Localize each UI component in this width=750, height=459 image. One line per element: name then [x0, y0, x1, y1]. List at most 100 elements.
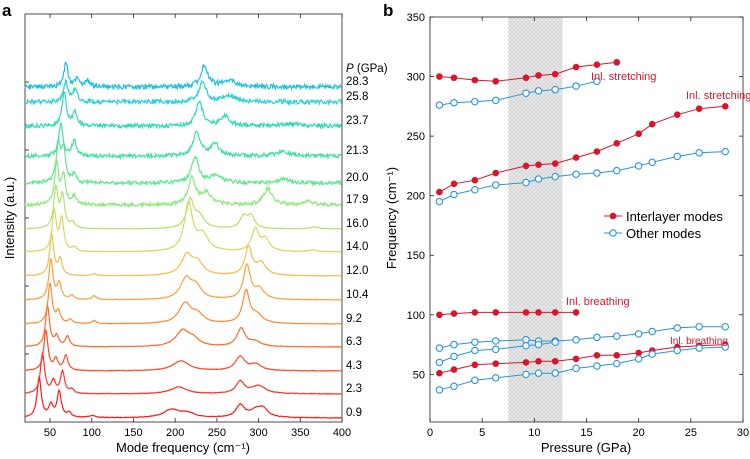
- data-point-interlayer: [436, 311, 443, 319]
- data-point-other: [634, 330, 643, 338]
- data-point-other: [491, 96, 500, 105]
- data-point-other: [551, 369, 559, 377]
- data-point-interlayer: [551, 309, 559, 316]
- data-point-other: [491, 337, 500, 345]
- data-point-interlayer: [551, 160, 559, 167]
- spectrum-25-8: [24, 78, 342, 107]
- data-point-other: [593, 169, 601, 177]
- data-point-other: [534, 340, 543, 349]
- data-point-other: [471, 185, 479, 194]
- data-point-interlayer: [572, 355, 580, 363]
- data-point-other: [613, 332, 621, 340]
- x-tick-label: 15: [580, 427, 592, 439]
- data-point-interlayer: [721, 103, 729, 110]
- data-point-interlayer: [551, 70, 559, 78]
- data-point-interlayer: [492, 309, 500, 316]
- data-point-other: [435, 358, 444, 367]
- series-line-other: [439, 151, 726, 203]
- annotation-label: Inl. stretching: [686, 90, 750, 102]
- pressure-label: 4.3: [346, 360, 362, 372]
- data-point-interlayer: [695, 105, 703, 113]
- data-point-interlayer: [450, 74, 458, 82]
- data-point-other: [534, 175, 543, 183]
- annotation-label: Inl. breathing: [670, 336, 728, 347]
- data-point-interlayer: [635, 349, 642, 357]
- data-point-interlayer: [522, 74, 530, 82]
- spectrum-21-3: [24, 120, 342, 161]
- spectrum-4-3: [24, 328, 342, 372]
- data-point-other: [721, 343, 730, 351]
- data-point-interlayer: [673, 111, 681, 118]
- pressure-label: 12.0: [346, 265, 368, 277]
- data-point-other: [593, 77, 601, 86]
- data-point-interlayer: [593, 351, 601, 359]
- x-tick-label: 400: [333, 427, 351, 439]
- spectrum-6-3: [24, 304, 342, 348]
- data-point-interlayer: [471, 176, 479, 184]
- data-point-other: [522, 178, 530, 187]
- data-point-interlayer: [613, 139, 621, 147]
- pressure-label: 17.9: [346, 194, 368, 206]
- data-point-other: [522, 342, 530, 350]
- data-point-interlayer: [613, 58, 621, 66]
- spectrum-17-9: [24, 159, 342, 209]
- data-point-interlayer: [635, 130, 642, 138]
- pressure-label: 25.8: [346, 91, 368, 103]
- data-point-other: [634, 355, 643, 363]
- y-tick-label: 150: [407, 250, 425, 262]
- panel-a-ylabel: Intensity (a.u.): [2, 177, 17, 259]
- y-tick-label: 350: [407, 12, 425, 24]
- data-point-other: [695, 149, 703, 157]
- spectrum-16-0: [24, 184, 342, 230]
- data-point-other: [491, 345, 500, 354]
- data-point-other: [534, 369, 543, 377]
- data-point-interlayer: [593, 61, 601, 68]
- spectrum-0-9: [24, 375, 342, 419]
- data-point-interlayer: [593, 148, 601, 155]
- panel-label-b: b: [383, 1, 393, 20]
- pressure-label: 23.7: [346, 115, 368, 127]
- pressure-label: 14.0: [346, 241, 368, 253]
- series-line-interlayer: [439, 344, 726, 374]
- data-point-other: [613, 166, 621, 175]
- data-point-interlayer: [535, 357, 542, 365]
- x-tick-label: 150: [124, 427, 142, 439]
- legend-label-interlayer: Interlayer modes: [626, 209, 723, 224]
- data-point-other: [648, 350, 656, 358]
- y-tick-label: 50: [413, 369, 425, 381]
- data-point-other: [572, 336, 580, 344]
- data-point-interlayer: [648, 120, 656, 128]
- data-point-other: [613, 359, 621, 368]
- pressure-label: 16.0: [346, 218, 368, 230]
- pressure-label: 9.2: [346, 313, 362, 325]
- pressure-label: 0.9: [346, 407, 362, 419]
- legend-title: P (GPa): [346, 63, 388, 75]
- series-line-other: [439, 346, 726, 391]
- data-point-interlayer: [551, 357, 559, 365]
- data-point-other: [721, 147, 730, 156]
- x-tick-label: 350: [291, 427, 309, 439]
- data-point-other: [673, 346, 682, 355]
- data-point-interlayer: [436, 369, 443, 377]
- data-point-interlayer: [535, 72, 542, 79]
- x-tick-label: 30: [737, 427, 749, 439]
- spectrum-10-4: [24, 256, 342, 301]
- data-point-interlayer: [613, 351, 621, 359]
- data-point-other: [471, 97, 479, 106]
- spectrum-20-0: [24, 136, 342, 187]
- y-tick-label: 250: [407, 131, 425, 143]
- pressure-label: 6.3: [346, 336, 362, 348]
- data-point-interlayer: [436, 73, 443, 80]
- data-point-interlayer: [535, 309, 542, 316]
- annotation-label: Inl. breathing: [566, 296, 630, 308]
- data-point-interlayer: [471, 309, 479, 316]
- data-point-interlayer: [492, 169, 500, 177]
- panel-a-spectra: 50 100 150 200 250 300 350 400 0.9 2.3 4.3 6.3 9.2 10…: [24, 13, 388, 439]
- legend-title-unit: (GPa): [354, 63, 388, 75]
- pressure-label: 28.3: [346, 76, 368, 88]
- y-tick-label: 300: [407, 72, 425, 84]
- data-point-other: [695, 322, 703, 331]
- data-point-other: [435, 101, 444, 109]
- x-tick-label: 20: [633, 427, 645, 439]
